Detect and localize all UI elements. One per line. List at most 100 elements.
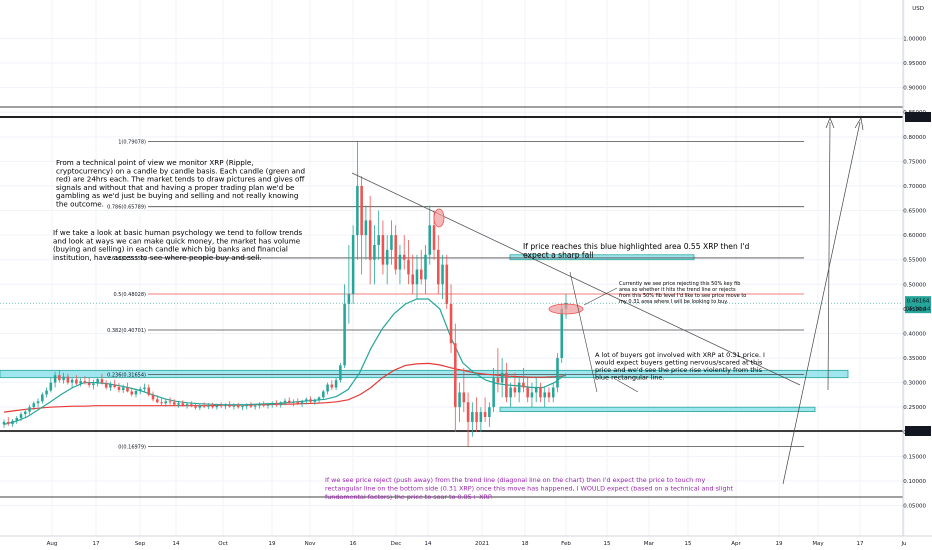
pointer-line [569, 271, 598, 393]
candle-body [130, 391, 134, 395]
y-tick-label: 0.25000 [903, 405, 926, 411]
candle-body [483, 412, 487, 418]
candle-body [138, 388, 142, 391]
candle-body [113, 384, 116, 388]
candle-body [522, 382, 525, 388]
y-tick-label: 0.30000 [903, 381, 926, 387]
candle-body [49, 382, 53, 391]
candle-body [19, 414, 23, 418]
candle-body [513, 387, 517, 393]
candle-body [185, 404, 189, 406]
candle-body [394, 235, 397, 270]
candle-body [134, 390, 138, 395]
candle-body [560, 308, 564, 359]
candle-body [275, 403, 278, 406]
y-tick-label: 0.85000 [903, 110, 926, 116]
candle-body [530, 392, 534, 398]
candle-body [83, 381, 87, 383]
candle-body [305, 399, 308, 402]
candle-body [190, 404, 193, 407]
y-tick-label: 0.05000 [903, 504, 926, 510]
candle-body [181, 403, 185, 406]
candle-body [407, 259, 410, 275]
y-tick-label: 0.75000 [903, 159, 926, 165]
candle-body [462, 392, 466, 403]
candle-body [215, 405, 219, 408]
candle-body [432, 225, 436, 250]
candle-body [539, 387, 542, 398]
x-tick-label: Ju [900, 541, 906, 547]
candle-body [198, 405, 202, 408]
candle-body [228, 404, 231, 407]
candle-body [368, 220, 372, 260]
candle-body [58, 375, 61, 381]
highlight-circle [433, 208, 445, 228]
candle-body [121, 387, 125, 390]
candle-body [219, 405, 223, 407]
candle-body [454, 343, 457, 408]
candle-body [424, 254, 427, 280]
candle-body [415, 269, 419, 285]
target-arrow-head-2 [854, 117, 864, 131]
candle-body [330, 384, 334, 388]
candle-body [347, 294, 351, 304]
fib-retracement[interactable]: 1(0.79078) 0.786(0.65789) 0.618(0.55356) 0.… [107, 139, 804, 451]
fib-label: 0(0.16979) [118, 445, 146, 451]
candle-body [364, 220, 368, 236]
candle-body [270, 403, 274, 405]
price-badge-low [905, 426, 931, 436]
candle-body [390, 235, 393, 250]
candle-body [471, 412, 474, 422]
y-tick-label: 0.90000 [903, 86, 926, 92]
last-price-badge [905, 296, 931, 314]
candle-body [517, 382, 521, 393]
candle-body [543, 392, 546, 398]
x-tick-label: Dec [391, 541, 402, 547]
candle-body [202, 405, 206, 407]
currency-label: USD [912, 6, 924, 12]
candle-body [155, 399, 159, 403]
candle-body [164, 401, 168, 404]
candle-body [292, 401, 295, 403]
candle-body [381, 235, 385, 265]
x-tick-label: 18 [522, 541, 529, 547]
candle-body [339, 365, 342, 381]
y-tick-label: 0.45000 [903, 307, 926, 313]
candle-body [449, 303, 453, 344]
candle-body [28, 407, 31, 412]
x-tick-label: 19 [776, 541, 783, 547]
candle-body [360, 185, 363, 236]
candle-body [258, 404, 261, 406]
x-tick-label: 17 [857, 541, 864, 547]
drawings[interactable] [351, 117, 864, 485]
zone-layer [0, 254, 849, 413]
y-tick-label: 0.15000 [903, 454, 926, 460]
note-buyers: A lot of buyers got involved with XRP at… [595, 351, 765, 382]
candle-body [194, 406, 197, 408]
candles[interactable] [2, 141, 568, 447]
candle-body [334, 380, 338, 388]
candle-body [70, 379, 74, 383]
candle-body [534, 387, 538, 393]
candle-body [253, 405, 257, 407]
horizontal-levels[interactable]: 0.85000 0.24170 0.46164 05:30:44 [0, 106, 931, 498]
candle-body [551, 387, 555, 398]
x-tick-label: Apr [731, 541, 741, 547]
candle-body [428, 225, 432, 255]
x-tick-label: 15 [685, 541, 692, 547]
candle-body [143, 387, 146, 389]
note-bottom: If we see price reject (push away) from … [325, 476, 734, 501]
price-badge-085-label: 0.85000 [907, 116, 930, 122]
candle-body [41, 394, 44, 402]
y-tick-label: 0.95000 [903, 61, 926, 67]
y-tick-label: 0.20000 [903, 430, 926, 436]
candle-body [356, 185, 359, 236]
candle-body [526, 387, 529, 398]
x-tick-label: Feb [561, 541, 571, 547]
fib-label: 0.618(0.55356) [107, 256, 146, 262]
candle-body [505, 372, 508, 398]
